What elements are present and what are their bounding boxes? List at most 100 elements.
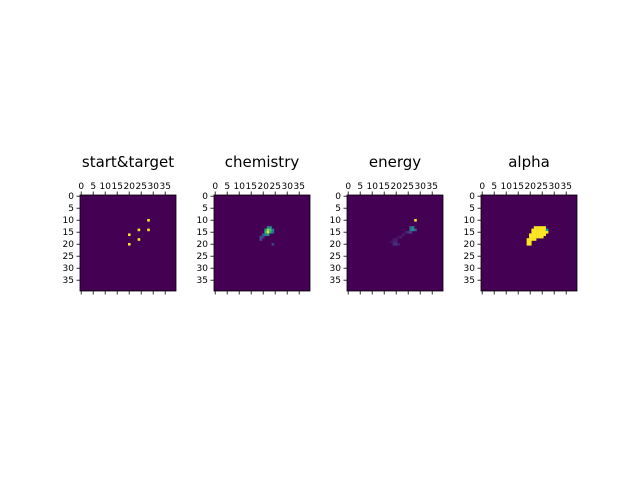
heatmap-cell	[536, 228, 539, 232]
x-tick-label: 15	[512, 182, 523, 192]
x-tick-label: 35	[159, 182, 170, 192]
heatmap-background	[214, 195, 310, 291]
heatmap-cell	[411, 226, 415, 229]
panel-title: start&target	[82, 153, 174, 171]
y-tick-label: 25	[197, 252, 208, 262]
heatmap-cell	[266, 226, 270, 229]
y-tick-label: 20	[464, 240, 476, 250]
x-tick-label: 15	[378, 182, 389, 192]
heatmap-cell	[409, 226, 412, 229]
x-tick-label: 20	[257, 182, 269, 192]
heatmap-cell	[526, 243, 530, 246]
panel-title: energy	[369, 153, 421, 171]
heatmap-cell	[395, 243, 398, 246]
heatmap-cell	[533, 226, 537, 229]
y-tick-label: 20	[197, 240, 209, 250]
x-tick-label: 10	[99, 182, 111, 192]
heatmap-cell	[137, 238, 141, 241]
x-tick-label: 20	[123, 182, 135, 192]
y-tick-label: 10	[330, 216, 342, 226]
heatmap-cell	[397, 243, 400, 246]
heatmap-cell	[526, 240, 530, 244]
x-tick-label: 10	[366, 182, 378, 192]
heatmap-cell	[395, 238, 398, 241]
heatmap-cell	[531, 228, 534, 232]
heatmap-cell	[269, 226, 272, 229]
heatmap-cell	[533, 228, 537, 232]
heatmap-cell	[266, 233, 270, 236]
heatmap-cell	[531, 231, 534, 234]
heatmap-cell	[543, 226, 546, 229]
heatmap-cell	[414, 219, 417, 222]
y-tick-label: 35	[197, 276, 208, 286]
y-tick-label: 25	[464, 252, 475, 262]
y-tick-label: 35	[63, 276, 74, 286]
x-tick-label: 5	[90, 182, 96, 192]
heatmap-cell	[392, 243, 396, 246]
x-tick-label: 10	[500, 182, 512, 192]
heatmap-cell	[259, 235, 263, 239]
heatmap-cell	[545, 228, 549, 232]
heatmap-cell	[264, 231, 267, 234]
y-tick-label: 10	[464, 216, 476, 226]
x-tick-label: 30	[147, 182, 159, 192]
heatmap-cell	[536, 231, 539, 234]
heatmap-cell	[128, 233, 131, 236]
y-tick-label: 30	[197, 264, 209, 274]
heatmap-cell	[533, 233, 537, 236]
heatmap-cell	[271, 243, 275, 246]
heatmap-cell	[392, 240, 396, 244]
heatmap-cell	[395, 240, 398, 244]
panel-title: alpha	[508, 153, 550, 171]
heatmap-cell	[538, 231, 542, 234]
heatmap-cell	[266, 228, 270, 232]
y-tick-label: 0	[68, 192, 74, 202]
heatmap-cell	[397, 235, 400, 239]
axes-frame	[346, 194, 444, 292]
x-tick-label: 0	[212, 182, 218, 192]
heatmap-cell	[543, 231, 546, 234]
heatmap-cell	[541, 231, 544, 234]
y-tick-label: 15	[330, 228, 341, 238]
x-tick-label: 20	[390, 182, 402, 192]
heatmap-cell	[262, 235, 265, 239]
y-tick-label: 5	[335, 204, 341, 214]
x-tick-label: 25	[402, 182, 413, 192]
panel-title: chemistry	[225, 153, 300, 171]
heatmap-cell	[529, 243, 532, 246]
x-tick-label: 5	[491, 182, 497, 192]
heatmap-cell	[392, 238, 396, 241]
y-tick-label: 20	[330, 240, 342, 250]
heatmap-cell	[269, 231, 272, 234]
heatmap-cell	[531, 233, 534, 236]
heatmap-cell	[137, 228, 141, 232]
heatmap-cell	[531, 238, 534, 241]
y-tick-label: 35	[330, 276, 341, 286]
heatmap-cell	[543, 233, 546, 236]
x-tick-label: 5	[224, 182, 230, 192]
x-tick-label: 5	[357, 182, 363, 192]
heatmap-cell	[538, 233, 542, 236]
heatmap-cell	[529, 235, 532, 239]
y-tick-label: 25	[63, 252, 74, 262]
heatmap-cell	[529, 238, 532, 241]
heatmap-cell	[262, 233, 265, 236]
heatmap-cell	[411, 228, 415, 232]
y-tick-label: 10	[197, 216, 209, 226]
heatmap-cell	[269, 228, 272, 232]
heatmap-cell	[536, 233, 539, 236]
heatmap-cell	[266, 231, 270, 234]
y-tick-label: 0	[469, 192, 475, 202]
heatmap-cell	[529, 233, 532, 236]
heatmap-cell	[271, 228, 275, 232]
x-tick-label: 35	[293, 182, 304, 192]
heatmap-cell	[259, 238, 263, 241]
heatmap-cell	[545, 231, 549, 234]
x-tick-label: 35	[560, 182, 571, 192]
heatmap-cell	[526, 238, 530, 241]
heatmap-cell	[541, 226, 544, 229]
x-tick-label: 25	[135, 182, 146, 192]
heatmap-cell	[264, 233, 267, 236]
